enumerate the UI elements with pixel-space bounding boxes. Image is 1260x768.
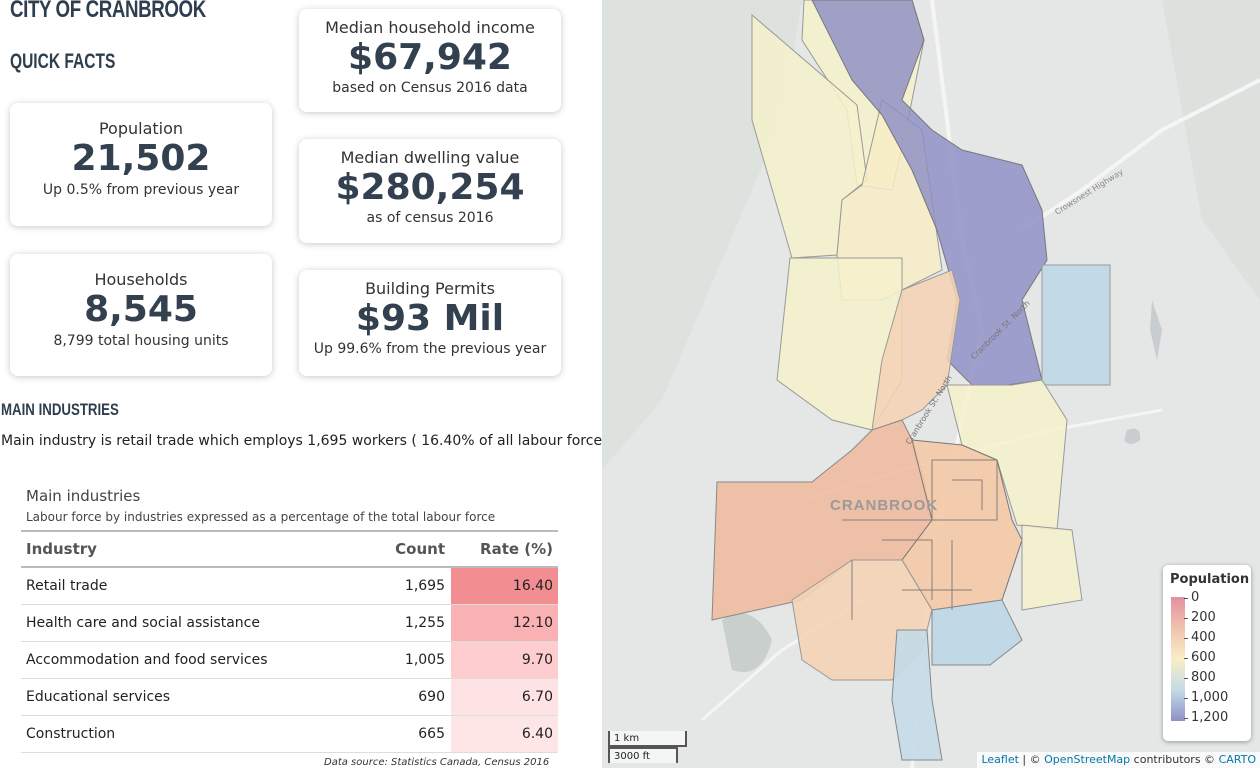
- rate-cell: 16.40: [451, 567, 558, 605]
- industries-table-widget: Main industries Labour force by industri…: [21, 487, 558, 753]
- table-row: Construction 665 6.40: [21, 715, 558, 753]
- count-cell: 665: [361, 715, 451, 753]
- road: [1020, 78, 1260, 232]
- industry-cell: Educational services: [21, 678, 361, 716]
- legend-gradient-bar: [1171, 597, 1185, 721]
- population-value: 21,502: [71, 138, 211, 179]
- terrain-shade: [1162, 0, 1260, 300]
- table-row: Accommodation and food services 1,005 9.…: [21, 641, 558, 679]
- population-label: Population: [98, 119, 184, 138]
- scale-imperial: 3000 ft: [608, 747, 678, 763]
- dwelling-card: Median dwelling value $280,254 as of cen…: [299, 139, 561, 243]
- table-row: Educational services 690 6.70: [21, 678, 558, 716]
- neighborhood-borders: [842, 459, 998, 620]
- permits-sub: Up 99.6% from the previous year: [313, 340, 547, 357]
- page-title: CITY OF CRANBROOK: [10, 0, 206, 23]
- legend-tick: 200: [1184, 610, 1216, 625]
- table-row: Health care and social assistance 1,255 …: [21, 604, 558, 642]
- population-card: Population 21,502 Up 0.5% from previous …: [10, 103, 272, 226]
- industries-table: Industry Count Rate (%) Retail trade 1,6…: [21, 530, 558, 753]
- industry-cell: Health care and social assistance: [21, 604, 361, 642]
- dashboard-panel: CITY OF CRANBROOK QUICK FACTS Median hou…: [0, 0, 612, 768]
- map-attribution: Leaflet | © OpenStreetMap contributors ©…: [977, 752, 1260, 768]
- region-southeast[interactable]: [931, 599, 1023, 666]
- water-body: [1150, 300, 1162, 360]
- industry-cell: Construction: [21, 715, 361, 753]
- leaflet-link[interactable]: Leaflet: [981, 753, 1019, 766]
- count-cell: 690: [361, 678, 451, 716]
- region-center[interactable]: [871, 269, 961, 431]
- table-row: Retail trade 1,695 16.40: [21, 567, 558, 605]
- region-highest-population[interactable]: [811, 0, 1048, 386]
- column-header-count[interactable]: Count: [361, 530, 451, 568]
- table-header-row: Industry Count Rate (%): [21, 530, 558, 568]
- legend-tick: 600: [1184, 650, 1216, 665]
- count-cell: 1,005: [361, 641, 451, 679]
- rate-cell: 9.70: [451, 641, 558, 679]
- income-label: Median household income: [325, 18, 535, 37]
- population-sub: Up 0.5% from previous year: [42, 181, 240, 198]
- legend-tick: 800: [1184, 670, 1216, 685]
- rate-cell: 6.40: [451, 715, 558, 753]
- industry-cell: Accommodation and food services: [21, 641, 361, 679]
- region-east[interactable]: [1041, 264, 1111, 386]
- count-cell: 1,255: [361, 604, 451, 642]
- column-header-rate[interactable]: Rate (%): [451, 530, 558, 568]
- permits-label: Building Permits: [365, 279, 495, 298]
- rate-cell: 12.10: [451, 604, 558, 642]
- scale-metric: 1 km: [608, 731, 687, 747]
- water-body: [722, 613, 772, 672]
- openstreetmap-link[interactable]: OpenStreetMap: [1044, 753, 1131, 766]
- map-legend: Population 0 200 400 600 800 1,000 1,200: [1163, 565, 1251, 741]
- households-sub: 8,799 total housing units: [53, 332, 229, 349]
- water-body: [1124, 428, 1141, 444]
- region-east-south[interactable]: [1021, 524, 1083, 611]
- map-scale-bar: 1 km 3000 ft: [608, 731, 687, 763]
- map-place-label: CRANBROOK: [830, 497, 938, 514]
- legend-tick: 400: [1184, 630, 1216, 645]
- dwelling-value: $280,254: [335, 167, 525, 208]
- count-cell: 1,695: [361, 567, 451, 605]
- main-industries-heading: MAIN INDUSTRIES: [1, 400, 119, 419]
- income-value: $67,942: [348, 37, 512, 78]
- map-canvas[interactable]: CRANBROOK Crowsnest Highway Cranbrook St…: [602, 0, 1260, 768]
- income-sub: based on Census 2016 data: [332, 79, 528, 96]
- legend-tick: 1,200: [1183, 710, 1228, 725]
- income-card: Median household income $67,942 based on…: [299, 9, 561, 112]
- legend-tick: 0: [1183, 590, 1199, 605]
- legend-title: Population: [1170, 572, 1250, 587]
- carto-link[interactable]: CARTO: [1218, 753, 1256, 766]
- region-south-tip[interactable]: [891, 629, 943, 761]
- industry-cell: Retail trade: [21, 567, 361, 605]
- rate-cell: 6.70: [451, 678, 558, 716]
- households-card: Households 8,545 8,799 total housing uni…: [10, 254, 272, 376]
- map-road-label: Crowsnest Highway: [1053, 167, 1125, 216]
- attribution-text: contributors ©: [1130, 753, 1219, 766]
- table-title: Main industries: [26, 487, 141, 505]
- choropleth-map[interactable]: CRANBROOK Crowsnest Highway Cranbrook St…: [602, 0, 1260, 768]
- households-value: 8,545: [84, 289, 198, 330]
- permits-card: Building Permits $93 Mil Up 99.6% from t…: [299, 270, 561, 376]
- quick-facts-heading: QUICK FACTS: [10, 50, 116, 73]
- data-source-note: Data source: Statistics Canada, Census 2…: [324, 757, 550, 768]
- dwelling-sub: as of census 2016: [366, 209, 494, 226]
- legend-tick: 1,000: [1183, 690, 1228, 705]
- table-subtitle: Labour force by industries expressed as …: [26, 510, 496, 524]
- attribution-separator: | ©: [1018, 753, 1045, 766]
- dwelling-label: Median dwelling value: [340, 148, 520, 167]
- permits-value: $93 Mil: [355, 298, 505, 339]
- main-industries-summary: Main industry is retail trade which empl…: [1, 433, 612, 449]
- column-header-industry[interactable]: Industry: [21, 530, 361, 568]
- households-label: Households: [94, 270, 188, 289]
